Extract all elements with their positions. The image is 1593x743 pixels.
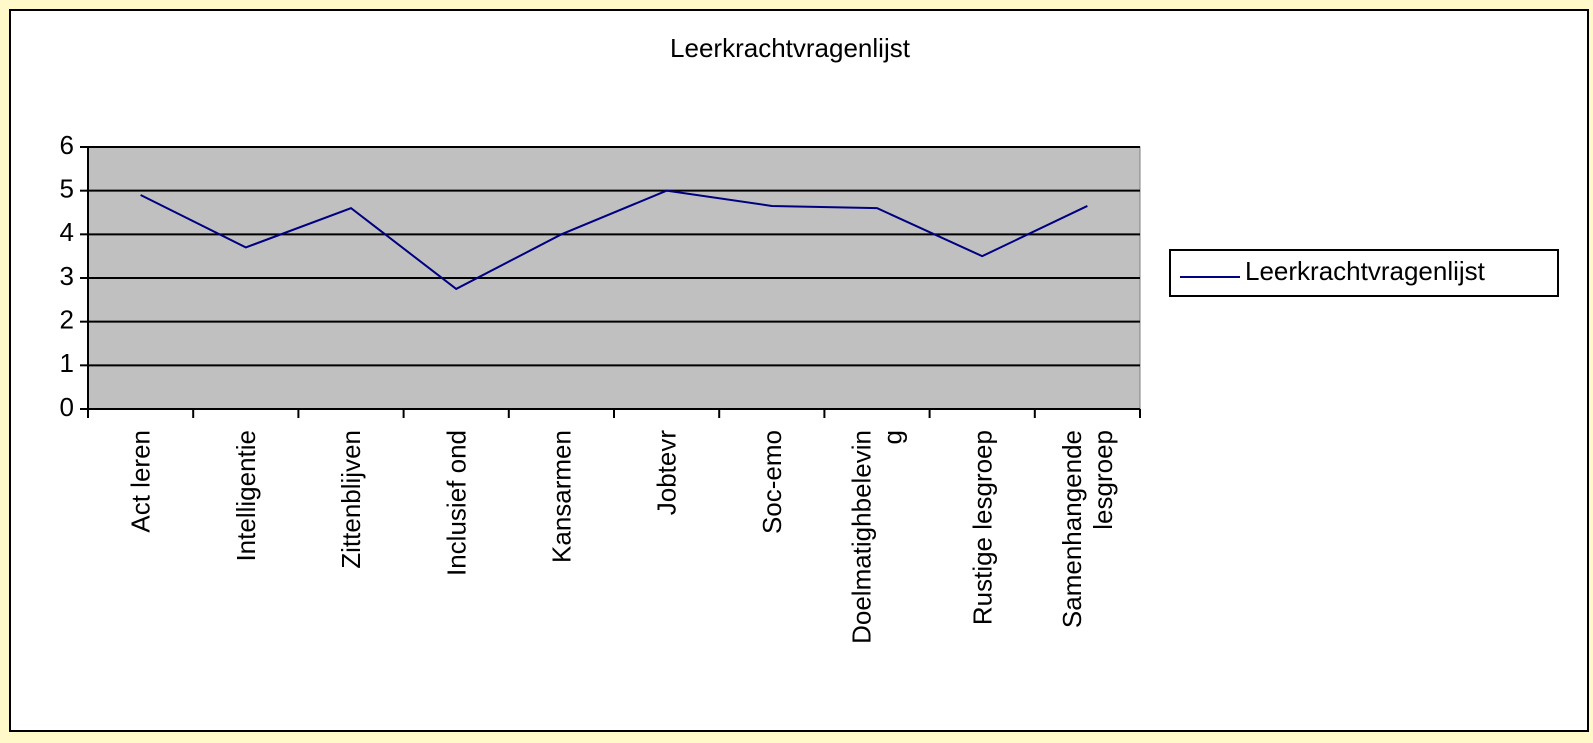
x-tick-label: Kansarmen <box>547 430 577 563</box>
x-tick-label: Doelmatighbeleving <box>847 430 908 644</box>
y-tick-label: 0 <box>60 392 74 422</box>
y-tick-label: 1 <box>60 348 74 378</box>
x-tick-label: Soc-emo <box>757 430 787 534</box>
y-tick-label: 4 <box>60 217 74 247</box>
y-tick-label: 3 <box>60 261 74 291</box>
x-tick-label: Act leren <box>126 430 156 533</box>
x-tick-label: Rustige lesgroep <box>967 430 997 625</box>
legend-label: Leerkrachtvragenlijst <box>1245 256 1486 286</box>
chart-title: Leerkrachtvragenlijst <box>670 33 911 63</box>
y-tick-label: 5 <box>60 174 74 204</box>
data-line <box>140 189 1088 291</box>
y-tick-label: 6 <box>60 130 74 160</box>
x-tick-label: Inclusief ond <box>441 430 471 576</box>
y-tick-label: 2 <box>60 305 74 335</box>
legend-box <box>1169 249 1559 297</box>
x-tick-label: Zittenblijven <box>336 430 366 569</box>
x-tick-label: Jobtevr <box>652 430 682 516</box>
x-tick-label: Samenhangendelesgroep <box>1057 430 1118 628</box>
x-tick-label: Intelligentie <box>231 430 261 562</box>
